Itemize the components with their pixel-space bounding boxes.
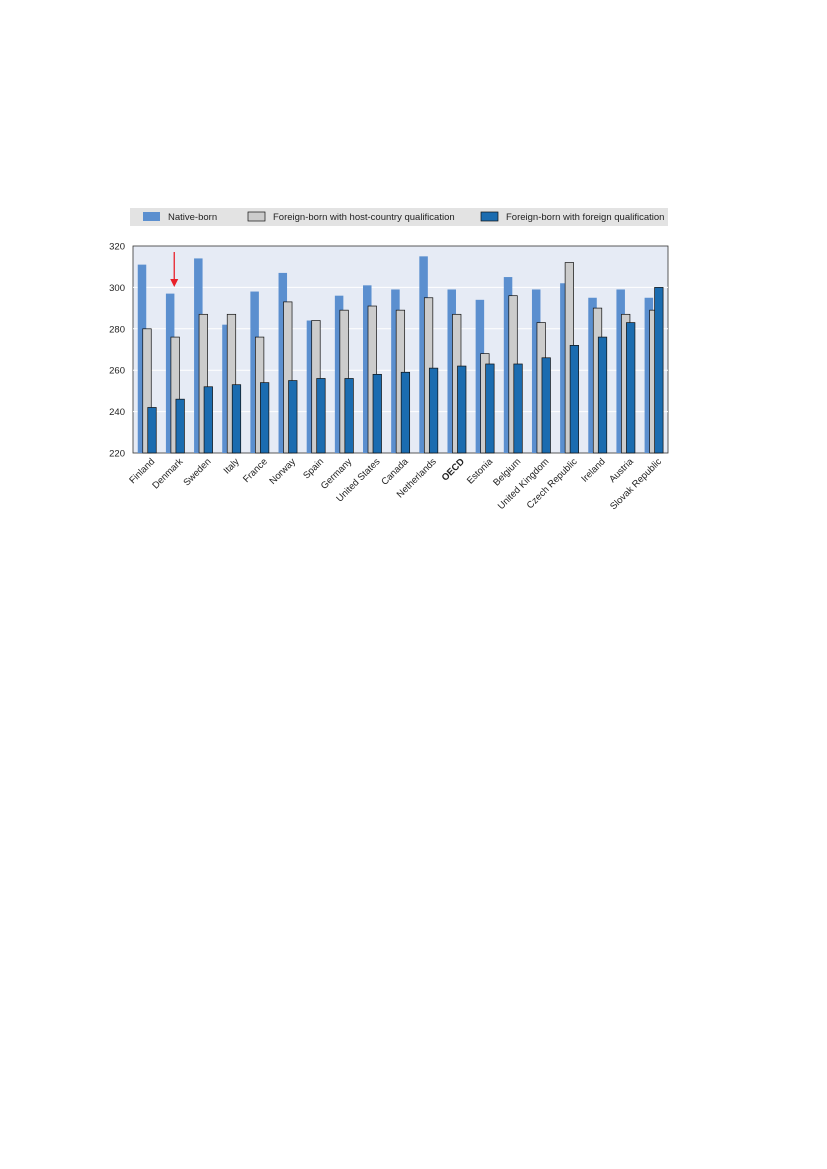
bar-austria-foreign-born-with-foreign-qualification [626,322,636,454]
bar-denmark-foreign-born-with-host-country-qualification [170,336,180,454]
y-tick-label: 260 [109,366,125,377]
bar-group-spain [306,320,326,454]
bar-group-sweden [194,258,213,454]
bar-united-kingdom-native-born [531,289,541,453]
bar-canada-native-born [391,289,400,453]
y-tick-label: 320 [109,242,125,253]
y-tick-label: 220 [109,449,125,460]
x-tick-label: Ireland [579,456,607,484]
bar-group-czech-republic [560,262,579,454]
bar-italy-foreign-born-with-foreign-qualification [231,384,242,454]
bar-united-states-native-born [363,285,372,453]
x-tick-label: Sweden [181,456,213,488]
bar-group-canada [391,289,411,454]
bar-oecd-native-born [447,289,456,453]
y-tick-label: 240 [109,407,125,418]
legend-swatch-foreign-born-with-host-country-qualification [247,211,266,222]
bar-united-kingdom-foreign-born-with-foreign-qualification [541,357,551,454]
bar-netherlands-foreign-born-with-foreign-qualification [428,367,439,454]
bar-group-denmark [165,293,185,454]
legend: Native-born Foreign-born with host-countr… [130,208,668,226]
bar-france-foreign-born-with-foreign-qualification [260,382,270,454]
bar-ireland-native-born [588,297,597,453]
bar-group-ireland [588,297,608,454]
x-tick-label: Estonia [465,456,496,487]
bar-germany-foreign-born-with-foreign-qualification [344,378,354,454]
x-tick-label: France [241,456,270,485]
bar-germany-native-born [334,295,344,453]
x-tick-label: Italy [222,456,242,476]
bar-sweden-native-born [194,258,203,453]
legend-label-foreign-born-with-foreign-qualification: Foreign-born with foreign qualification [506,212,664,223]
bar-denmark-native-born [165,293,175,453]
bar-norway-native-born [278,272,288,453]
bar-austria-native-born [616,289,625,453]
bar-slovak-republic-native-born [644,297,654,453]
legend-label-native-born: Native-born [168,212,217,223]
bar-france-native-born [250,291,259,453]
bar-group-united-states [363,285,382,454]
bar-group-slovak-republic [644,287,664,454]
x-tick-label: OECD [440,456,467,483]
arrow-head [170,279,179,287]
bar-group-estonia [475,299,495,454]
bar-slovak-republic-foreign-born-with-foreign-qualification [654,287,664,454]
bar-norway-foreign-born-with-foreign-qualification [288,380,298,454]
bar-finland-foreign-born-with-host-country-qualification [142,328,152,454]
bar-norway-foreign-born-with-host-country-qualification [283,301,293,454]
y-tick-label: 300 [109,283,125,294]
y-axis: 220 240 260 280 300 320 [109,242,125,460]
bar-czech-republic-native-born [560,283,569,453]
bar-canada-foreign-born-with-foreign-qualification [400,371,411,454]
bar-belgium-foreign-born-with-foreign-qualification [513,363,523,454]
legend-swatch-foreign-born-with-foreign-qualification [480,211,499,222]
bar-denmark-foreign-born-with-foreign-qualification [175,398,185,454]
chart: Native-born Foreign-born with host-countr… [109,208,669,512]
bar-group-belgium [503,277,523,454]
bar-group-austria [616,289,636,454]
bar-group-france [250,291,270,454]
bar-italy-foreign-born-with-host-country-qualification [226,313,237,454]
bar-group-italy [222,313,242,454]
bar-group-finland [137,264,157,454]
bar-spain-foreign-born-with-foreign-qualification [316,378,326,454]
bar-group-norway [278,272,298,454]
y-tick-label: 280 [109,324,125,335]
bar-sweden-foreign-born-with-host-country-qualification [198,313,208,454]
bar-estonia-foreign-born-with-foreign-qualification [485,363,495,454]
bar-group-oecd [447,289,467,454]
bar-netherlands-native-born [419,256,428,453]
bar-group-germany [334,295,354,454]
x-tick-label: Norway [267,456,298,487]
bar-united-states-foreign-born-with-foreign-qualification [372,373,382,454]
x-tick-label: Slovak Republic [608,456,664,512]
bar-ireland-foreign-born-with-foreign-qualification [597,336,608,454]
bar-group-united-kingdom [531,289,551,454]
bar-estonia-native-born [475,299,485,453]
legend-label-foreign-born-with-host-country-qualification: Foreign-born with host-country qualifica… [273,212,455,223]
bar-group-netherlands [419,256,439,454]
bar-oecd-foreign-born-with-foreign-qualification [457,365,467,454]
legend-swatch-native-born [143,212,160,221]
bar-finland-native-born [137,264,147,453]
highlight-arrow [170,252,179,287]
bar-czech-republic-foreign-born-with-foreign-qualification [569,345,579,454]
bar-sweden-foreign-born-with-foreign-qualification [203,386,213,454]
bar-italy-native-born [222,324,231,453]
bars [137,256,664,454]
x-tick-label: Czech Republic [525,456,580,511]
x-tick-label: Denmark [150,456,185,491]
bar-spain-native-born [306,320,316,453]
bar-finland-foreign-born-with-foreign-qualification [147,407,157,454]
bar-belgium-native-born [503,277,513,453]
x-tick-label: Spain [301,456,326,481]
